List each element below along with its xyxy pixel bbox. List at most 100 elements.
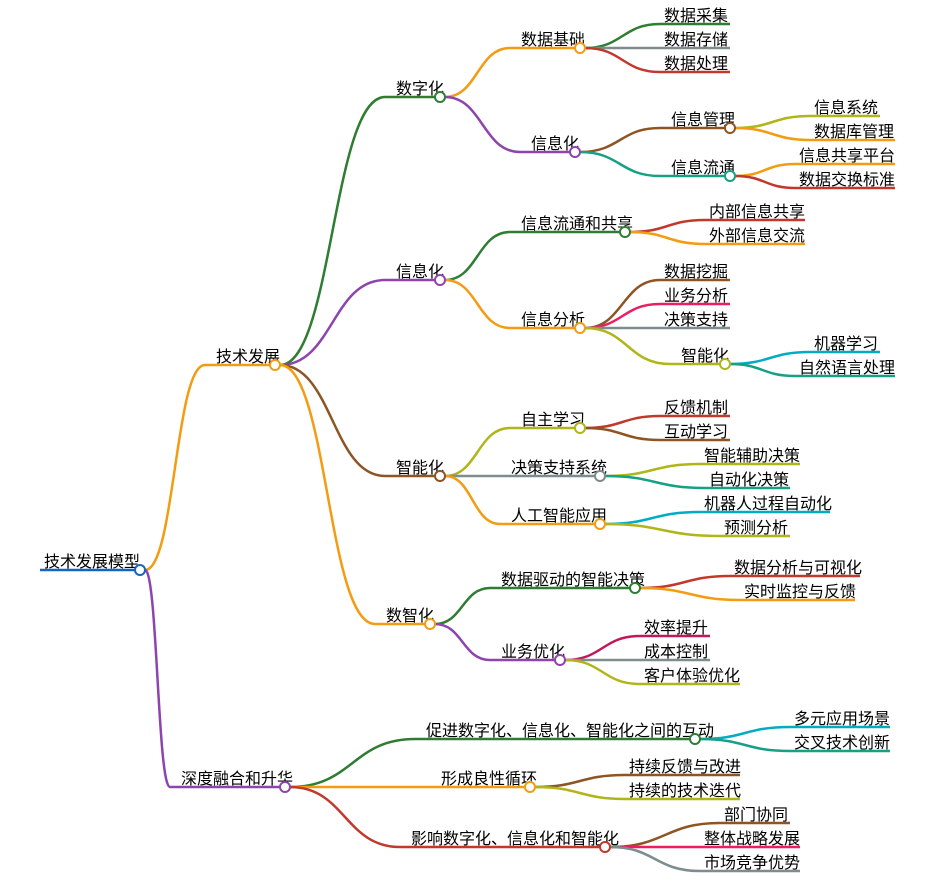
edge xyxy=(580,152,660,176)
edge xyxy=(735,116,810,128)
edge xyxy=(145,365,205,570)
edge xyxy=(445,476,500,524)
edge xyxy=(585,24,660,48)
node-handle xyxy=(690,734,700,744)
edge xyxy=(700,739,790,751)
edge xyxy=(280,365,375,624)
node-label: 效率提升 xyxy=(644,619,708,637)
node-label: 深度融合和升华 xyxy=(181,770,293,788)
node-label: 持续反馈与改进 xyxy=(629,758,741,776)
node-handle xyxy=(595,471,605,481)
edge xyxy=(585,48,660,72)
node-handle xyxy=(725,123,735,133)
node-handle xyxy=(575,323,585,333)
node-handle xyxy=(620,227,630,237)
edge xyxy=(735,176,795,188)
edge xyxy=(630,232,705,244)
mindmap-diagram: 技术发展模型技术发展数字化数据基础数据采集数据存储数据处理信息化信息管理信息系统… xyxy=(0,0,930,891)
edge xyxy=(735,128,810,140)
edge xyxy=(445,428,510,476)
node-label: 持续的技术迭代 xyxy=(629,782,741,800)
node-label: 机器学习 xyxy=(814,335,878,353)
edge xyxy=(730,364,795,376)
node-label: 数据驱动的智能决策 xyxy=(501,571,645,589)
node-handle xyxy=(575,43,585,53)
node-label: 信息系统 xyxy=(814,99,878,117)
edge xyxy=(605,524,720,536)
node-label: 数据挖掘 xyxy=(664,263,728,281)
node-label: 内部信息共享 xyxy=(709,203,805,221)
edge xyxy=(580,128,660,152)
node-label: 数据库管理 xyxy=(814,123,894,141)
node-label: 信息流通和共享 xyxy=(521,215,633,233)
node-label: 形成良性循环 xyxy=(441,770,537,788)
edge xyxy=(630,220,705,232)
node-handle xyxy=(725,171,735,181)
edge xyxy=(565,660,640,684)
edge xyxy=(445,97,520,152)
edge xyxy=(610,847,700,871)
node-handle xyxy=(600,842,610,852)
node-label: 影响数字化、信息化和智能化 xyxy=(411,830,619,848)
edge xyxy=(145,570,170,787)
node-handle xyxy=(435,471,445,481)
node-handle xyxy=(595,519,605,529)
node-label: 促进数字化、信息化、智能化之间的互动 xyxy=(426,722,714,740)
edge xyxy=(640,576,730,588)
edge xyxy=(535,775,625,787)
node-label: 自然语言处理 xyxy=(799,359,895,377)
node-label: 技术发展模型 xyxy=(44,553,140,571)
node-handle xyxy=(270,360,280,370)
node-handle xyxy=(435,275,445,285)
node-label: 数据分析与可视化 xyxy=(734,559,862,577)
node-label: 数据存储 xyxy=(664,31,728,49)
edge xyxy=(445,232,510,280)
edge xyxy=(585,328,670,364)
node-handle xyxy=(525,782,535,792)
node-handle xyxy=(630,583,640,593)
node-label: 信息共享平台 xyxy=(799,147,895,165)
edge xyxy=(585,416,660,428)
edge xyxy=(445,280,510,328)
node-label: 数据采集 xyxy=(664,7,728,25)
node-label: 数据交换标准 xyxy=(799,171,895,189)
edge xyxy=(280,280,385,365)
edge xyxy=(445,48,510,97)
edge xyxy=(290,739,415,787)
node-handle xyxy=(135,565,145,575)
node-label: 外部信息交流 xyxy=(709,227,805,245)
node-handle xyxy=(570,147,580,157)
node-label: 智能辅助决策 xyxy=(704,447,800,465)
node-label: 整体战略发展 xyxy=(704,830,800,848)
edge xyxy=(605,476,705,488)
node-label: 客户体验优化 xyxy=(644,667,740,685)
edge xyxy=(585,304,660,328)
edge xyxy=(735,164,795,176)
node-handle xyxy=(435,92,445,102)
edge xyxy=(435,588,490,624)
edge xyxy=(640,588,740,600)
node-label: 业务分析 xyxy=(664,287,728,305)
node-label: 成本控制 xyxy=(644,643,708,661)
node-label: 实时监控与反馈 xyxy=(744,583,856,601)
node-label: 自动化决策 xyxy=(709,471,789,489)
edge xyxy=(605,464,700,476)
node-label: 多元应用场景 xyxy=(794,709,890,728)
edge xyxy=(535,787,625,799)
node-label: 互动学习 xyxy=(664,423,728,441)
node-label: 市场竞争优势 xyxy=(704,854,800,872)
node-label: 决策支持系统 xyxy=(511,459,607,477)
node-label: 决策支持 xyxy=(664,311,728,329)
edge xyxy=(585,428,660,440)
node-handle xyxy=(720,359,730,369)
node-handle xyxy=(280,782,290,792)
node-label: 数据处理 xyxy=(664,55,728,73)
edge xyxy=(290,787,400,847)
edge xyxy=(605,512,700,524)
node-label: 人工智能应用 xyxy=(511,506,607,525)
node-label: 机器人过程自动化 xyxy=(704,495,832,513)
node-label: 交叉技术创新 xyxy=(794,734,890,752)
edge xyxy=(730,352,810,364)
node-handle xyxy=(425,619,435,629)
edge xyxy=(435,624,490,660)
